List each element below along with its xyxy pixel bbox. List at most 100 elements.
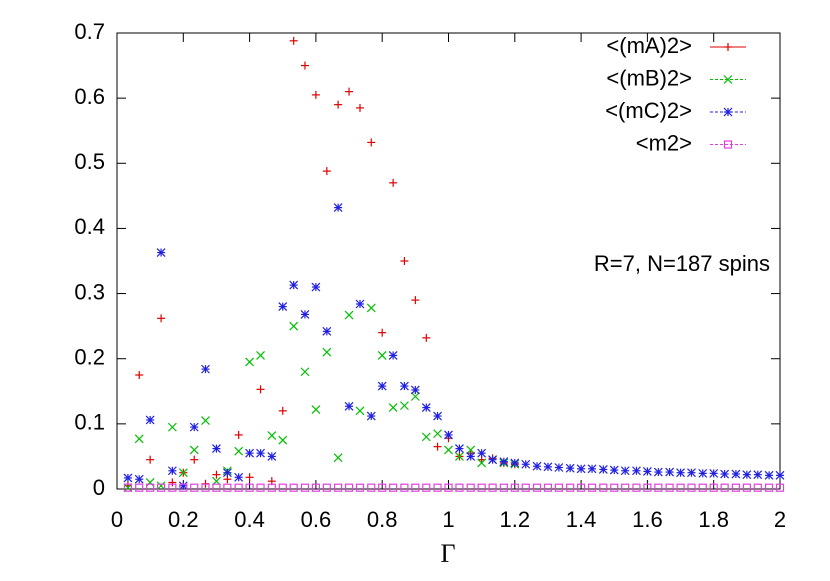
point <box>554 463 564 472</box>
marker-stroke <box>753 483 762 492</box>
point <box>377 351 387 360</box>
point <box>344 401 354 411</box>
point <box>378 483 387 492</box>
point <box>145 478 155 487</box>
marker-stroke <box>245 483 254 492</box>
marker-stroke <box>322 483 331 492</box>
marker-stroke <box>764 470 774 480</box>
point <box>311 405 321 414</box>
point <box>333 453 343 463</box>
point <box>289 280 299 290</box>
point <box>300 61 309 70</box>
point <box>311 282 321 292</box>
marker-stroke <box>576 483 586 492</box>
point <box>543 483 553 492</box>
point <box>433 411 442 421</box>
point <box>234 472 244 482</box>
point <box>598 465 608 474</box>
point <box>157 314 166 323</box>
point <box>731 483 741 492</box>
marker-stroke <box>212 483 221 492</box>
marker-stroke <box>311 282 321 292</box>
point <box>355 299 365 309</box>
x-tick-label: 0.2 <box>168 507 199 532</box>
marker-stroke <box>632 466 641 476</box>
legend-marker <box>723 107 733 117</box>
marker-stroke <box>366 303 376 313</box>
marker-stroke <box>510 458 520 468</box>
point <box>367 483 376 492</box>
point <box>212 470 221 479</box>
marker-stroke <box>256 351 265 360</box>
marker-stroke <box>532 461 542 471</box>
marker-stroke <box>168 483 177 492</box>
point <box>720 469 730 479</box>
marker-stroke <box>146 483 155 492</box>
marker-stroke <box>653 467 663 477</box>
marker-stroke <box>145 478 155 487</box>
y-tick-label: 0 <box>93 475 105 500</box>
marker-stroke <box>488 455 498 465</box>
point <box>389 178 398 187</box>
point <box>576 464 586 474</box>
point <box>499 457 509 467</box>
marker-stroke <box>344 310 354 320</box>
marker-stroke <box>720 469 730 479</box>
point <box>234 430 243 439</box>
point <box>455 452 464 461</box>
marker-stroke <box>366 411 376 421</box>
point <box>245 357 255 367</box>
point <box>389 483 398 492</box>
marker-stroke <box>322 347 332 357</box>
point <box>554 483 563 492</box>
marker-stroke <box>642 466 652 476</box>
point <box>322 483 331 492</box>
x-tick-label: 1.2 <box>500 507 531 532</box>
point <box>587 483 597 492</box>
point <box>421 432 431 442</box>
point <box>764 470 774 480</box>
point <box>167 422 177 432</box>
marker-stroke <box>344 401 354 411</box>
marker-stroke <box>311 483 320 492</box>
point <box>643 483 652 492</box>
legend-label: <(mB)2> <box>606 65 692 90</box>
point <box>433 442 442 451</box>
point <box>410 385 420 395</box>
marker-stroke <box>455 452 464 461</box>
point <box>278 483 287 492</box>
marker-stroke <box>433 483 442 492</box>
point <box>687 483 696 492</box>
marker-stroke <box>388 351 398 360</box>
point <box>278 302 288 312</box>
point <box>411 296 420 305</box>
point <box>466 452 476 461</box>
point <box>421 403 431 412</box>
marker-stroke <box>135 483 144 492</box>
marker-stroke <box>156 248 166 257</box>
marker-stroke <box>333 453 343 463</box>
marker-stroke <box>222 468 232 478</box>
point <box>576 483 586 492</box>
marker-stroke <box>723 107 733 117</box>
marker-stroke <box>477 458 487 468</box>
marker-stroke <box>665 467 675 477</box>
point <box>156 483 166 492</box>
marker-stroke <box>521 459 531 469</box>
point <box>201 364 210 374</box>
x-tick-label: 1.6 <box>632 507 663 532</box>
marker-stroke <box>300 483 310 492</box>
marker-stroke <box>698 483 707 492</box>
marker-stroke <box>410 385 420 395</box>
marker-stroke <box>510 483 519 492</box>
point <box>311 90 320 99</box>
marker-stroke <box>554 483 563 492</box>
x-tick-label: 1.8 <box>698 507 729 532</box>
marker-stroke <box>156 483 166 492</box>
point <box>201 416 210 426</box>
marker-stroke <box>576 464 586 474</box>
point <box>422 333 431 342</box>
point <box>521 459 531 469</box>
point <box>344 483 354 492</box>
marker-stroke <box>344 483 354 492</box>
